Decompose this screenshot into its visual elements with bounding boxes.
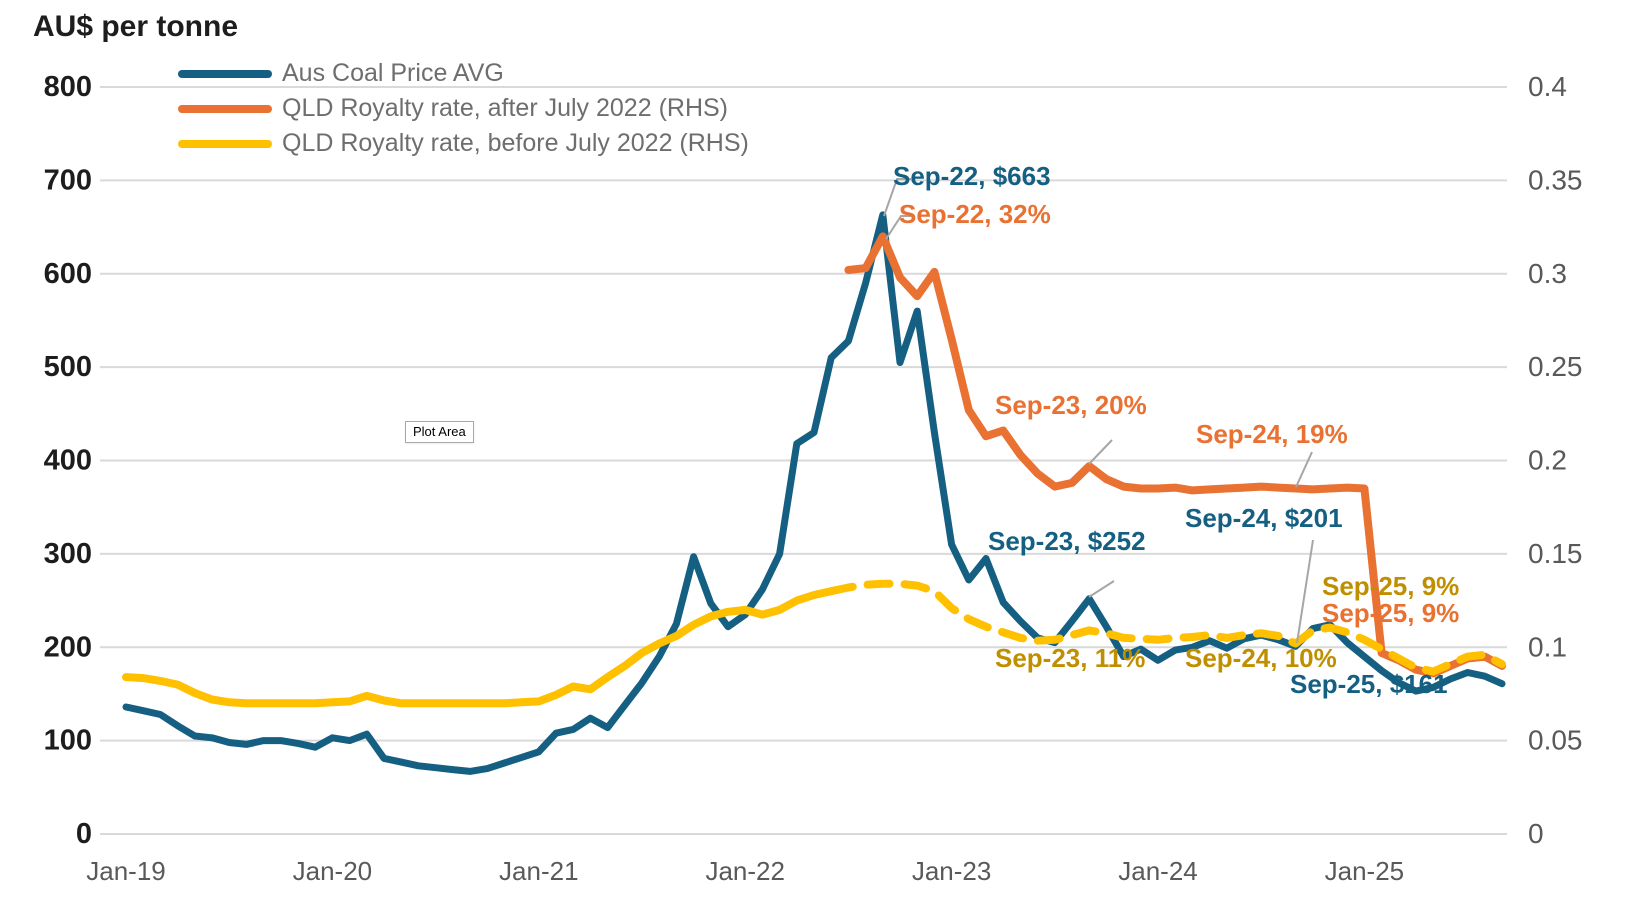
x-axis-label: Jan-24 bbox=[1118, 856, 1198, 886]
legend-label-price: Aus Coal Price AVG bbox=[282, 59, 504, 87]
left-axis-label: 800 bbox=[44, 71, 92, 103]
plot-area-tooltip: Plot Area bbox=[405, 421, 474, 443]
legend-swatch-price bbox=[178, 69, 272, 78]
data-label-sep-23-252[interactable]: Sep-23, $252 bbox=[988, 526, 1146, 556]
legend-item-price[interactable]: Aus Coal Price AVG bbox=[178, 56, 749, 91]
legend-swatch-royalty-before bbox=[178, 139, 272, 148]
data-label-sep-25-9-[interactable]: Sep-25, 9% bbox=[1322, 571, 1460, 601]
x-axis-label: Jan-23 bbox=[912, 856, 992, 886]
x-axis-label: Jan-21 bbox=[499, 856, 579, 886]
annotation-leader-line bbox=[1295, 451, 1313, 488]
right-axis-label: 0.3 bbox=[1528, 258, 1567, 289]
right-axis-label: 0.2 bbox=[1528, 445, 1567, 476]
legend-swatch-royalty-after bbox=[178, 104, 272, 113]
left-axis-label: 300 bbox=[44, 538, 92, 570]
data-label-sep-22-32-[interactable]: Sep-22, 32% bbox=[899, 199, 1051, 229]
annotation-leader-line bbox=[885, 215, 913, 240]
left-axis-label: 700 bbox=[44, 164, 92, 196]
annotation-leader-line bbox=[1296, 539, 1314, 644]
legend-label-royalty-before: QLD Royalty rate, before July 2022 (RHS) bbox=[282, 129, 749, 157]
data-label-sep-24-19-[interactable]: Sep-24, 19% bbox=[1196, 419, 1348, 449]
legend: Aus Coal Price AVG QLD Royalty rate, aft… bbox=[178, 56, 749, 161]
right-axis-label: 0 bbox=[1528, 818, 1544, 849]
right-axis-label: 0.1 bbox=[1528, 631, 1567, 662]
left-axis-label: 0 bbox=[76, 818, 92, 850]
annotation-leader-line bbox=[1088, 439, 1113, 465]
data-label-sep-22-663[interactable]: Sep-22, $663 bbox=[893, 161, 1051, 191]
series-line-royalty-before-dashed[interactable] bbox=[827, 579, 1506, 676]
legend-item-royalty-after[interactable]: QLD Royalty rate, after July 2022 (RHS) bbox=[178, 91, 749, 126]
chart-title: AU$ per tonne bbox=[33, 10, 239, 43]
x-axis-label: Jan-22 bbox=[705, 856, 785, 886]
right-axis-label: 0.15 bbox=[1528, 538, 1583, 569]
right-axis-label: 0.05 bbox=[1528, 725, 1583, 756]
annotation-leader-line bbox=[883, 178, 911, 217]
data-label-sep-24-201[interactable]: Sep-24, $201 bbox=[1185, 503, 1343, 533]
data-label-sep-24-10-[interactable]: Sep-24, 10% bbox=[1185, 643, 1337, 673]
series-line-royalty-before-solid[interactable] bbox=[122, 587, 836, 708]
right-axis-label: 0.25 bbox=[1528, 351, 1583, 382]
x-axis-label: Jan-25 bbox=[1325, 856, 1405, 886]
legend-label-royalty-after: QLD Royalty rate, after July 2022 (RHS) bbox=[282, 94, 728, 122]
annotation-leader-line bbox=[1088, 580, 1115, 598]
data-label-sep-23-20-[interactable]: Sep-23, 20% bbox=[995, 390, 1147, 420]
left-axis-label: 500 bbox=[44, 351, 92, 383]
left-axis-label: 200 bbox=[44, 631, 92, 663]
left-axis-label: 400 bbox=[44, 445, 92, 477]
left-axis-label: 600 bbox=[44, 258, 92, 290]
data-label-sep-25-161[interactable]: Sep-25, $161 bbox=[1290, 669, 1448, 699]
left-axis-label: 100 bbox=[44, 725, 92, 757]
data-label-sep-25-9-[interactable]: Sep-25, 9% bbox=[1322, 598, 1460, 628]
data-label-sep-23-11-[interactable]: Sep-23, 11% bbox=[995, 643, 1146, 673]
x-axis-label: Jan-19 bbox=[86, 856, 166, 886]
right-axis-label: 0.35 bbox=[1528, 164, 1583, 195]
legend-item-royalty-before[interactable]: QLD Royalty rate, before July 2022 (RHS) bbox=[178, 126, 749, 161]
x-axis-label: Jan-20 bbox=[293, 856, 373, 886]
right-axis-label: 0.4 bbox=[1528, 71, 1567, 102]
